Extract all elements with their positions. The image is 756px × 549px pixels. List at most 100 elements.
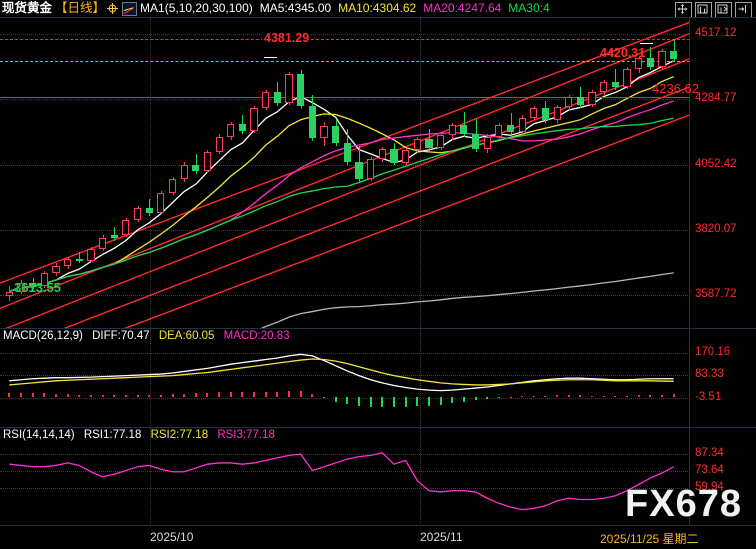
candle-body (506, 124, 515, 132)
candle-wick (580, 86, 581, 108)
macd-histogram-bar (159, 394, 162, 397)
macd-histogram-bar (532, 395, 535, 397)
macd-histogram-bar (672, 394, 675, 397)
ma100-line (260, 272, 674, 328)
resistance-label-upper: 4420.31 (600, 46, 646, 61)
price-axis-tick: 3587.72 (695, 287, 737, 300)
candle-body (227, 124, 235, 137)
candle-body (623, 69, 631, 87)
macd-diff-value: DIFF:70.47 (92, 330, 150, 342)
macd-histogram-bar (439, 396, 442, 405)
macd-diff-line (9, 353, 674, 392)
candle-body (635, 58, 643, 70)
price-panel[interactable]: 4381.29 4420.31 3613.55 4517.12 4284.77 4052… (0, 17, 756, 328)
macd-histogram-bar (369, 396, 372, 407)
macd-histogram-bar (497, 396, 500, 398)
candle-body (413, 139, 421, 150)
rsi-axis-tick: 87.34 (695, 446, 724, 459)
candle-body (611, 81, 619, 87)
macd-axis-tick: -3.51 (695, 390, 722, 403)
gridline-horizontal (0, 99, 690, 101)
peak-dash-line (0, 39, 690, 41)
candle-body (658, 50, 666, 68)
macd-histogram-bar (579, 395, 582, 397)
macd-histogram-bar (43, 393, 46, 397)
macd-histogram-bar (299, 391, 302, 397)
macd-histogram-bar (31, 392, 34, 397)
macd-axis: 170.16 83.33 -3.51 (689, 329, 756, 428)
macd-histogram-bar (311, 393, 314, 397)
macd-histogram-bar (264, 391, 267, 397)
ma5-line (9, 60, 674, 293)
date-axis-label: 2025/10 (150, 530, 194, 544)
rsi1-value: RSI1:77.18 (83, 429, 142, 441)
crosshair-icon[interactable] (107, 3, 119, 14)
macd-plot-area[interactable] (0, 329, 690, 428)
candle-body (320, 126, 328, 138)
rsi-axis: 87.34 73.64 59.94 (689, 428, 756, 526)
crosshair-marker (640, 43, 653, 45)
candle-body (576, 97, 585, 105)
rsi-title-row: RSI(14,14,14) RSI1:77.18 RSI2:77.18 RSI3… (3, 429, 281, 441)
candle-body (565, 97, 573, 107)
macd-histogram-bar (136, 394, 139, 397)
macd-histogram-bar (253, 391, 256, 397)
ma5-value: MA5:4345.00 (259, 1, 332, 15)
macd-histogram-bar (556, 395, 559, 397)
candle-body (471, 133, 480, 149)
candle-body (40, 273, 48, 287)
macd-histogram-bar (194, 393, 197, 397)
candle-body (332, 126, 340, 143)
chart-toolbar (675, 2, 752, 18)
price-plot-area[interactable]: 4381.29 4420.31 3613.55 (0, 18, 690, 328)
candle-body (425, 139, 433, 148)
candle-wick (196, 154, 197, 174)
candle-body (5, 291, 13, 296)
gridline-horizontal (0, 352, 690, 354)
period-label[interactable]: 【日线】 (55, 1, 106, 15)
rsi1-line (9, 452, 674, 511)
macd-panel[interactable]: MACD(26,12,9) DIFF:70.47 DEA:60.05 MACD:… (0, 328, 756, 428)
candle-body (401, 149, 410, 164)
candle-body (670, 50, 678, 59)
candle-body (553, 106, 561, 121)
ma10-value: MA10:4304.62 (338, 1, 417, 15)
rsi-axis-tick: 59.94 (695, 481, 724, 494)
gridline-horizontal (0, 164, 690, 166)
date-axis: 2025/10 2025/11 2025/11/25 星期二 (0, 525, 756, 549)
macd-histogram-bar (661, 394, 664, 397)
price-axis-tick: 4052.42 (695, 157, 737, 170)
rsi-panel[interactable]: RSI(14,14,14) RSI1:77.18 RSI2:77.18 RSI3… (0, 427, 756, 526)
price-overlay-lines (0, 21, 690, 328)
candle-body (495, 124, 503, 137)
zoom-out-tool-button[interactable] (715, 2, 732, 18)
macd-histogram-bar (323, 396, 326, 398)
candle-wick (79, 251, 80, 264)
shift-right-tool-button[interactable] (735, 2, 752, 18)
candle-body (378, 149, 386, 160)
ma30-value: MA30:4 (508, 1, 550, 15)
macd-histogram-bar (392, 396, 395, 407)
move-tool-button[interactable] (675, 2, 692, 18)
macd-histogram-bar (416, 396, 419, 407)
symbol-name[interactable]: 现货黄金 (2, 1, 53, 15)
indicator-icon[interactable] (122, 1, 138, 16)
zoom-in-tool-button[interactable] (695, 2, 712, 18)
chart-header: 现货黄金 【日线】 MA1(5,10,20,30,100) MA5:4345.0… (0, 0, 756, 18)
macd-histogram-bar (206, 392, 209, 397)
macd-axis-tick: 83.33 (695, 368, 724, 381)
macd-histogram-bar (78, 394, 81, 397)
rsi-plot-area[interactable] (0, 428, 690, 526)
macd-histogram-bar (509, 396, 512, 398)
candle-body (297, 74, 305, 106)
watermark: FX678 (625, 483, 742, 525)
macd-histogram-bar (89, 394, 92, 397)
macd-histogram-bar (521, 396, 524, 398)
candle-body (436, 134, 445, 148)
macd-histogram-bar (276, 391, 279, 397)
candle-body (133, 207, 142, 220)
macd-lines (9, 353, 674, 392)
ma30-line (9, 117, 674, 293)
macd-histogram-bar (486, 396, 489, 399)
